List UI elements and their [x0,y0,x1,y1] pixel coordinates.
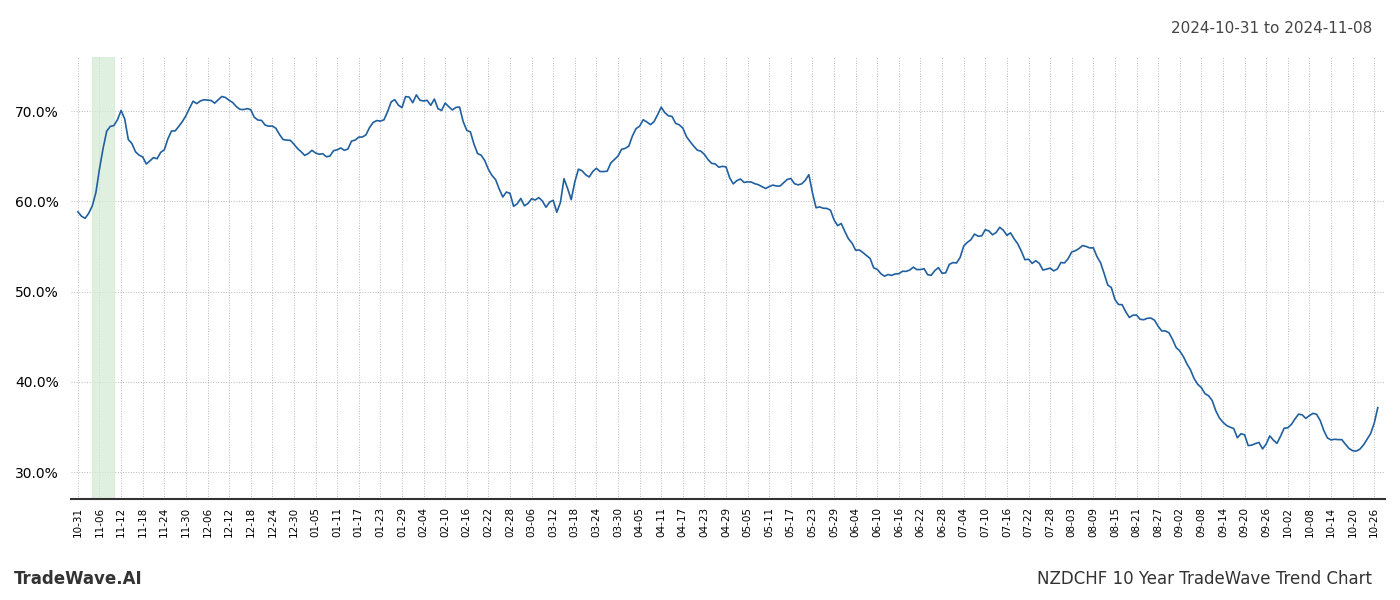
Text: 2024-10-31 to 2024-11-08: 2024-10-31 to 2024-11-08 [1170,21,1372,36]
Bar [92,57,113,499]
Text: TradeWave.AI: TradeWave.AI [14,570,143,588]
Text: NZDCHF 10 Year TradeWave Trend Chart: NZDCHF 10 Year TradeWave Trend Chart [1037,570,1372,588]
